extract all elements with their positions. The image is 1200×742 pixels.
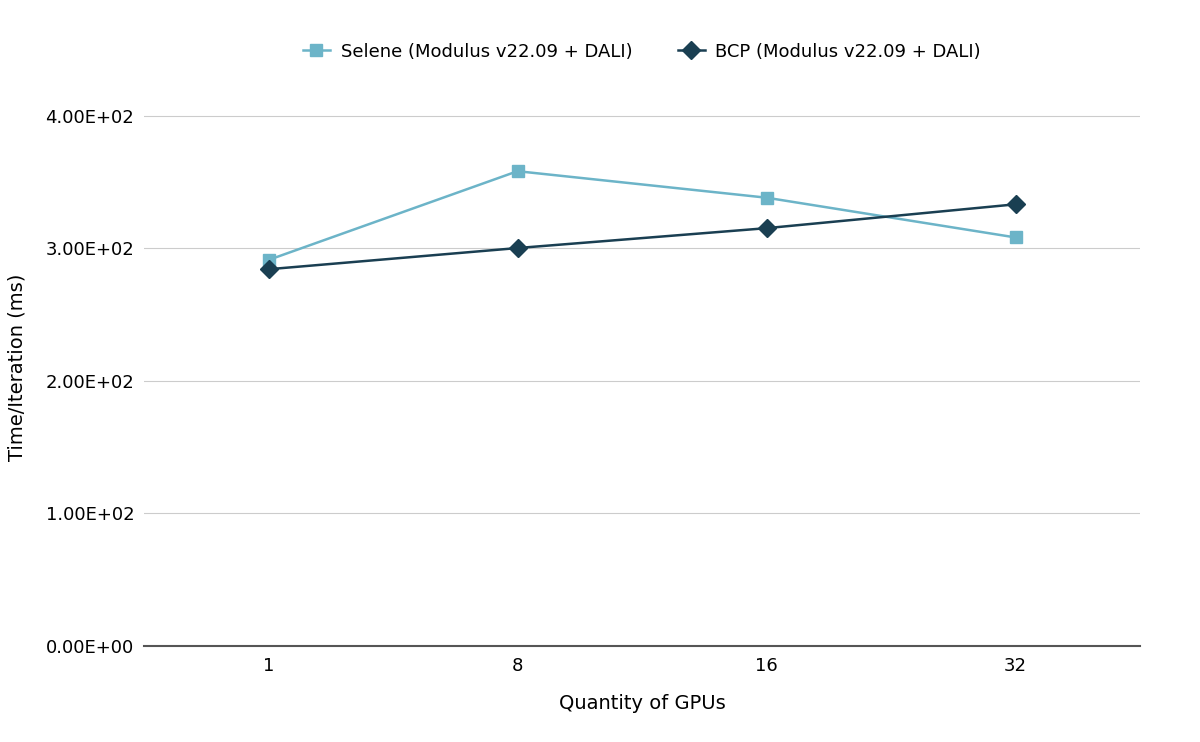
X-axis label: Quantity of GPUs: Quantity of GPUs xyxy=(559,694,725,713)
Selene (Modulus v22.09 + DALI) xyxy=(1008,233,1022,242)
BCP (Modulus v22.09 + DALI) xyxy=(510,243,524,252)
Selene (Modulus v22.09 + DALI) xyxy=(510,167,524,176)
Selene (Modulus v22.09 + DALI) xyxy=(760,193,774,202)
BCP (Modulus v22.09 + DALI) xyxy=(760,223,774,232)
BCP (Modulus v22.09 + DALI) xyxy=(1008,200,1022,209)
BCP (Modulus v22.09 + DALI) xyxy=(262,265,276,274)
Line: Selene (Modulus v22.09 + DALI): Selene (Modulus v22.09 + DALI) xyxy=(263,165,1021,266)
Selene (Modulus v22.09 + DALI) xyxy=(262,255,276,264)
Y-axis label: Time/Iteration (ms): Time/Iteration (ms) xyxy=(7,274,26,461)
Line: BCP (Modulus v22.09 + DALI): BCP (Modulus v22.09 + DALI) xyxy=(263,198,1021,275)
Legend: Selene (Modulus v22.09 + DALI), BCP (Modulus v22.09 + DALI): Selene (Modulus v22.09 + DALI), BCP (Mod… xyxy=(302,42,982,61)
